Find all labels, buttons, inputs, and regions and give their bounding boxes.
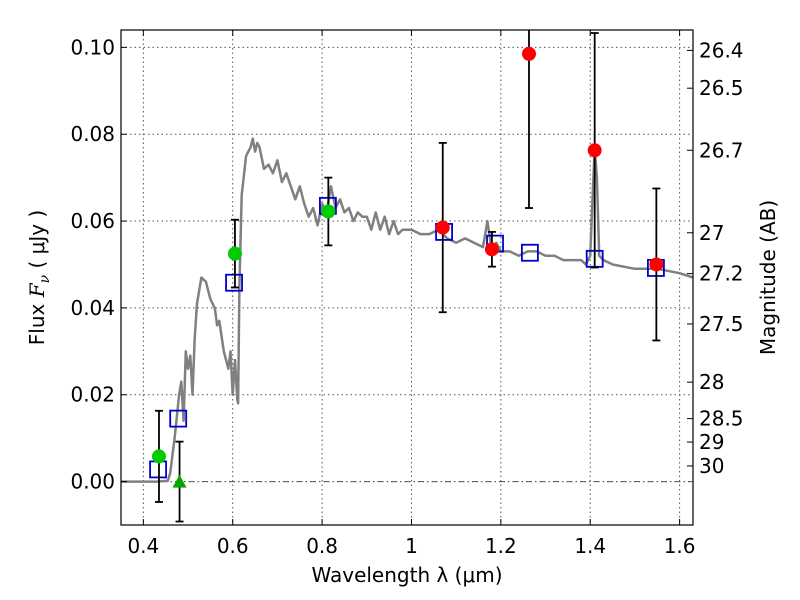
y-axis-label-prefix: Flux (25, 297, 49, 345)
grid-lines (121, 30, 693, 525)
x-tick-label: 1 (405, 534, 418, 558)
x-tick-label: 0.6 (217, 534, 249, 558)
photometry-point (521, 46, 536, 61)
x-tick-label: 0.8 (306, 534, 338, 558)
photometry-point (649, 257, 664, 272)
photometry-point (227, 246, 242, 261)
photometry-point (484, 242, 499, 257)
right-y-tick-label: 27 (699, 221, 724, 245)
y-tick-label: 0.06 (70, 209, 115, 233)
right-y-tick-label: 27.2 (699, 262, 744, 286)
y-axis-label-subscript: ν (37, 274, 53, 283)
model-sed-line (121, 137, 693, 483)
right-y-axis-label: Magnitude (AB) (756, 200, 780, 355)
axis-ticks: 0.4 0.6 0.8 1 1.2 1.4 1.6 0.00 0.02 0.04 0.06 0.08 0… (70, 30, 744, 558)
right-y-tick-label: 29 (699, 430, 724, 454)
y-tick-label: 0.10 (70, 35, 115, 59)
x-tick-label: 1.6 (664, 534, 696, 558)
series-optical-detections (151, 176, 336, 503)
series-infrared-detections (435, 30, 664, 342)
photometry-point (435, 220, 450, 235)
x-tick-label: 0.4 (127, 534, 159, 558)
x-tick-label: 1.2 (485, 534, 517, 558)
plot-area (121, 30, 693, 523)
series-upper-limit (172, 440, 187, 523)
plot-frame (120, 29, 694, 526)
model-photometry-square (169, 409, 188, 428)
right-y-tick-label: 26.7 (699, 138, 744, 162)
y-tick-label: 0.04 (70, 296, 115, 320)
x-axis-label: Wavelength λ (μm) (311, 563, 502, 587)
y-axis-label: Flux Fν ( μJy ) (25, 210, 53, 345)
clipped-series (121, 30, 693, 523)
y-tick-label: 0.08 (70, 122, 115, 146)
y-tick-label: 0.00 (70, 470, 115, 494)
y-axis-label-suffix: ( μJy ) (25, 210, 49, 275)
photometry-point (151, 449, 166, 464)
y-axis-label-symbol: F (25, 282, 49, 298)
right-y-tick-label: 26.5 (699, 76, 744, 100)
model-photometry-square (520, 243, 539, 262)
photometry-point (321, 204, 336, 219)
right-y-tick-label: 28.5 (699, 407, 744, 431)
right-y-tick-label: 27.5 (699, 312, 744, 336)
x-tick-label: 1.4 (574, 534, 606, 558)
y-tick-label: 0.02 (70, 383, 115, 407)
photometry-point (587, 143, 602, 158)
upper-limit-triangle (172, 474, 187, 488)
right-y-tick-label: 26.4 (699, 38, 744, 62)
right-y-tick-label: 30 (699, 454, 724, 478)
series-model-SED (121, 137, 693, 483)
right-y-tick-label: 28 (699, 370, 724, 394)
